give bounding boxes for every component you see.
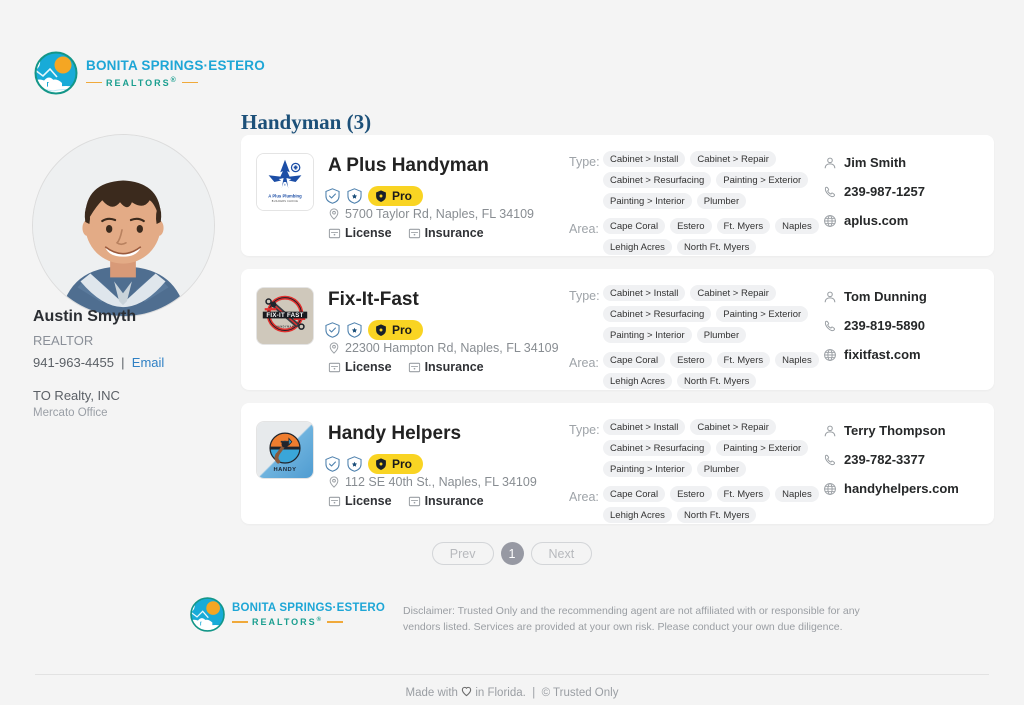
svg-text:HANDY: HANDY bbox=[274, 467, 297, 473]
svg-text:HANDYMAN: HANDYMAN bbox=[276, 326, 294, 329]
svg-text:BUILDERS CHOICE: BUILDERS CHOICE bbox=[272, 200, 299, 203]
svg-text:FIX-IT FAST: FIX-IT FAST bbox=[266, 312, 303, 319]
svg-text:A Plus Plumbing: A Plus Plumbing bbox=[268, 194, 302, 199]
svg-text:A: A bbox=[280, 179, 290, 195]
